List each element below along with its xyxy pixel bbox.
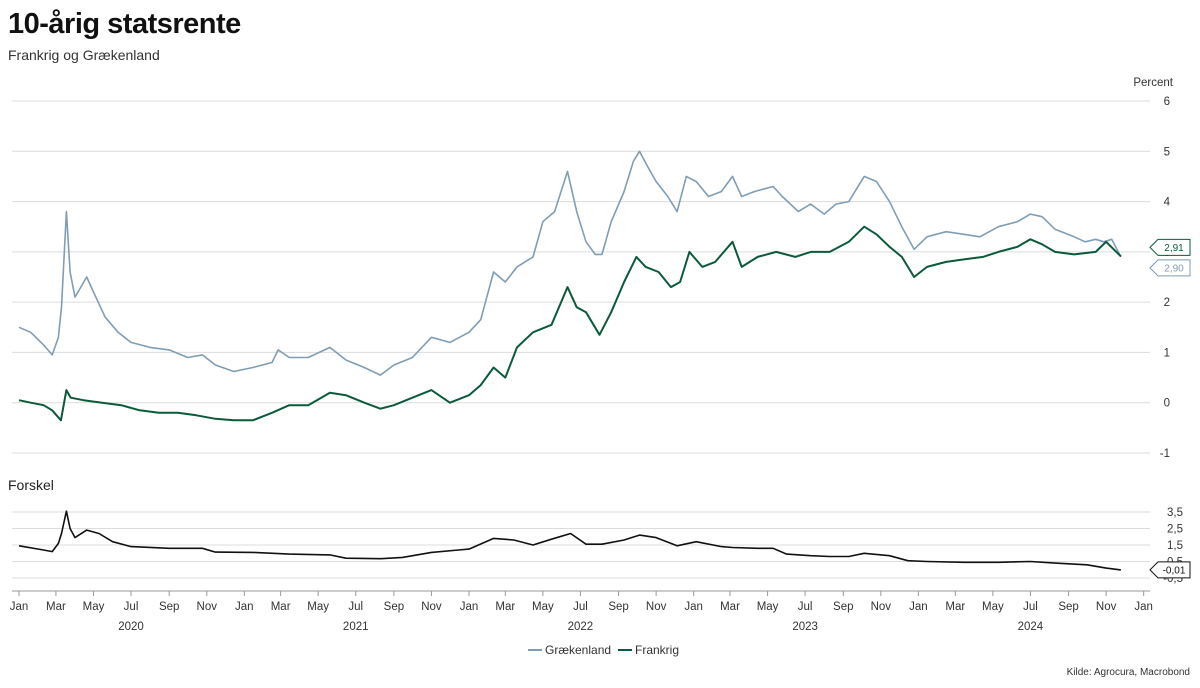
x-tick-label: Jul <box>124 601 139 613</box>
last-value-frankrig: 2,91 <box>1164 243 1184 254</box>
x-tick-label: Mar <box>495 601 515 613</box>
x-tick-label: Sep <box>833 601 853 613</box>
x-tick-label: Jan <box>1134 601 1153 613</box>
x-tick-label: May <box>532 601 554 613</box>
x-year-label: 2024 <box>1018 621 1044 633</box>
x-tick-label: Sep <box>159 601 179 613</box>
series-line-graekenland <box>18 150 1122 376</box>
last-value-forskel: -0,01 <box>1163 565 1186 576</box>
panel-title-forskel: Forskel <box>8 477 54 493</box>
y-tick-label: 4 <box>1164 197 1171 209</box>
y-tick-label: 2,5 <box>1167 524 1183 536</box>
x-tick-label: May <box>982 601 1004 613</box>
x-tick-label: Jul <box>798 601 813 613</box>
y-tick-label: 5 <box>1164 146 1170 158</box>
unit-label: Percent <box>1133 77 1173 89</box>
last-value-frankrig-box <box>1149 238 1191 256</box>
x-tick-label: Jan <box>909 601 928 613</box>
y-tick-label: 1,5 <box>1167 540 1183 552</box>
y-tick-label: 2 <box>1164 297 1170 309</box>
y-tick-label: 3,5 <box>1167 507 1183 519</box>
x-year-label: 2022 <box>568 621 594 633</box>
y-tick-label: 6 <box>1164 96 1170 108</box>
x-tick-label: Jul <box>1023 601 1038 613</box>
x-tick-label: Mar <box>271 601 291 613</box>
legend-label: Frankrig <box>635 643 679 657</box>
x-tick-label: Nov <box>197 601 218 613</box>
x-tick-label: May <box>757 601 779 613</box>
y-tick-label: 0 <box>1164 398 1170 410</box>
x-tick-label: Nov <box>421 601 442 613</box>
x-tick-label: May <box>83 601 105 613</box>
x-year-label: 2020 <box>118 621 144 633</box>
y-tick-label: 1 <box>1164 347 1170 359</box>
x-tick-label: Jul <box>573 601 588 613</box>
x-tick-label: Mar <box>46 601 66 613</box>
x-tick-label: Jan <box>684 601 703 613</box>
series-line-frankrig <box>18 225 1122 422</box>
x-tick-label: Jan <box>460 601 479 613</box>
x-year-label: 2023 <box>792 621 818 633</box>
x-tick-label: Jan <box>235 601 254 613</box>
x-tick-label: Mar <box>945 601 965 613</box>
source-note: Kilde: Agrocura, Macrobond <box>1066 667 1190 678</box>
last-value-graekenland: 2,90 <box>1164 263 1184 274</box>
chart-subtitle: Frankrig og Grækenland <box>8 47 160 63</box>
x-tick-label: Nov <box>646 601 667 613</box>
x-tick-label: May <box>307 601 329 613</box>
chart-title: 10-årig statsrente <box>8 8 241 40</box>
x-tick-label: Jul <box>348 601 363 613</box>
last-value-forskel-box <box>1149 561 1191 579</box>
x-tick-label: Jan <box>10 601 29 613</box>
x-tick-label: Sep <box>1058 601 1078 613</box>
x-tick-label: Sep <box>384 601 404 613</box>
series-line-forskel <box>18 510 1121 571</box>
x-tick-label: Nov <box>871 601 892 613</box>
x-tick-label: Nov <box>1096 601 1117 613</box>
x-tick-label: Mar <box>720 601 740 613</box>
last-value-graekenland-box <box>1149 259 1191 277</box>
x-year-label: 2021 <box>343 621 369 633</box>
y-tick-label: -1 <box>1160 448 1170 460</box>
x-tick-label: Sep <box>608 601 628 613</box>
legend-label: Grækenland <box>545 643 611 657</box>
